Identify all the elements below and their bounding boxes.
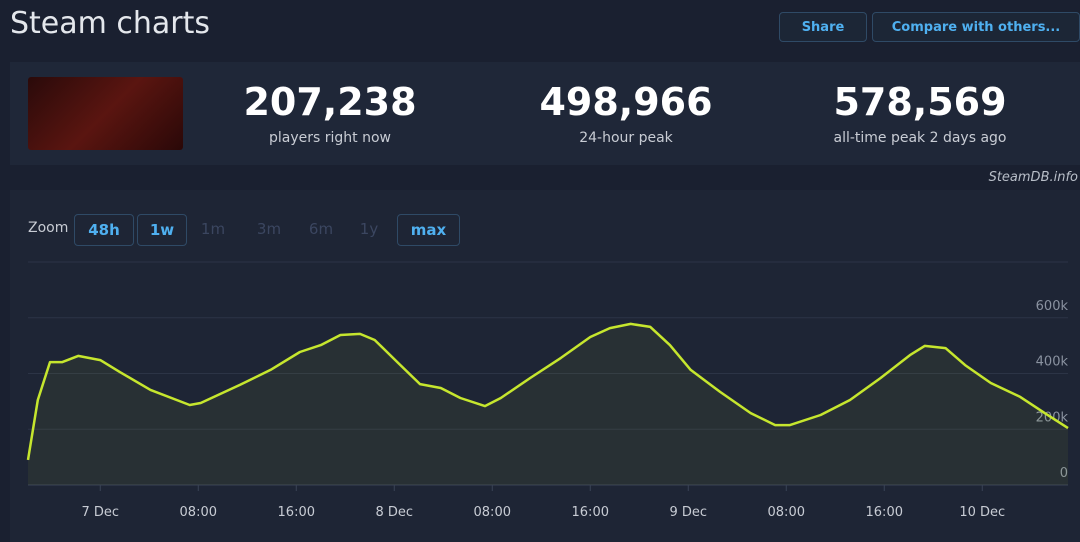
- stat-value: 207,238: [243, 80, 417, 124]
- x-tick-label: 9 Dec: [669, 505, 707, 520]
- x-tick-label: 16:00: [278, 505, 315, 520]
- y-tick-label: 600k: [1036, 299, 1069, 314]
- stat-label: all-time peak 2 days ago: [833, 130, 1007, 146]
- stat-label: players right now: [269, 130, 391, 146]
- zoom-option[interactable]: 1m: [200, 220, 226, 238]
- x-tick-label: 08:00: [474, 505, 511, 520]
- zoom-option[interactable]: 3m: [256, 220, 282, 238]
- stat-value: 578,569: [833, 80, 1007, 124]
- stat-value: 498,966: [539, 80, 713, 124]
- y-tick-label: 400k: [1036, 355, 1069, 370]
- zoom-label: Zoom: [28, 220, 69, 236]
- zoom-option[interactable]: 1y: [359, 220, 379, 238]
- credit: SteamDB.info: [988, 170, 1078, 185]
- chart-panel: [10, 190, 1080, 542]
- x-tick-label: 08:00: [180, 505, 217, 520]
- area: [28, 323, 1068, 485]
- line: [26, 322, 1069, 461]
- stat-label: 24-hour peak: [579, 130, 673, 146]
- zoom-option[interactable]: 6m: [308, 220, 334, 238]
- zoom-option[interactable]: 1w: [137, 214, 187, 246]
- zoom-option[interactable]: 48h: [74, 214, 134, 246]
- x-tick-label: 8 Dec: [375, 505, 413, 520]
- game-logo: [28, 77, 183, 150]
- share-button[interactable]: Share: [779, 12, 867, 42]
- x-tick-label: 08:00: [768, 505, 805, 520]
- title: Steam charts: [10, 6, 211, 41]
- zoom-option[interactable]: max: [397, 214, 460, 246]
- x-tick-label: 16:00: [866, 505, 903, 520]
- stats-panel: [10, 62, 1080, 165]
- x-tick-label: 16:00: [572, 505, 609, 520]
- y-tick-label: 0: [1060, 466, 1068, 481]
- x-tick-label: 10 Dec: [959, 505, 1005, 520]
- x-tick-label: 7 Dec: [81, 505, 119, 520]
